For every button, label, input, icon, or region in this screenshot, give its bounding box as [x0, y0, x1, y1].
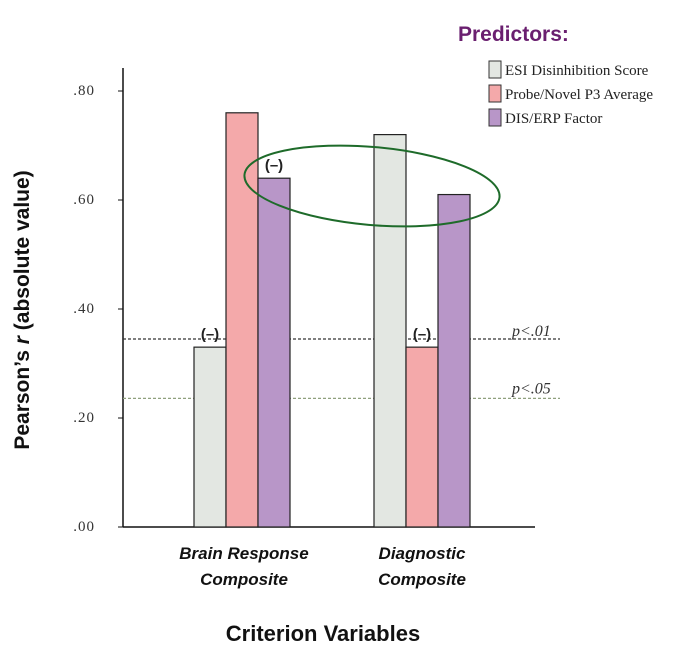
negative-sign-label: (–)	[265, 157, 283, 174]
legend-swatch	[488, 108, 502, 127]
y-tick-label: .60	[73, 192, 95, 208]
bars	[193, 112, 471, 528]
y-tick-label: .40	[73, 301, 95, 317]
negative-sign-label: (–)	[201, 326, 219, 343]
reference-lines: p<.01 p<.05	[123, 323, 560, 399]
y-axis-label: Pearson’s r (absolute value)	[11, 170, 34, 449]
annotations: (–) (–) Brain Response Composite (–) Diagnost…	[179, 144, 501, 589]
x-tick-label: Composite	[200, 570, 288, 589]
bar	[373, 134, 407, 528]
significance-label: p<.01	[511, 323, 551, 340]
legend-entry: ESI Disinhibition Score	[505, 63, 649, 79]
x-tick-label: Brain Response	[179, 544, 308, 563]
legend: Predictors: ESI Disinhibition Score Probe…	[458, 23, 653, 127]
bar	[225, 112, 259, 528]
bar	[257, 177, 291, 528]
significance-label: p<.05	[511, 380, 551, 397]
x-tick-label: Composite	[378, 570, 466, 589]
bar	[193, 346, 227, 528]
negative-sign-label: (–)	[413, 326, 431, 343]
bar	[437, 193, 471, 528]
x-axis-label: Criterion Variables	[226, 621, 420, 646]
legend-title: Predictors:	[458, 23, 569, 46]
legend-entry: Probe/Novel P3 Average	[505, 87, 653, 103]
y-tick-label: .20	[73, 410, 95, 426]
legend-swatch	[488, 84, 502, 103]
y-tick-label: .80	[73, 83, 95, 99]
legend-entry: DIS/ERP Factor	[505, 111, 602, 127]
y-tick-label: .00	[73, 519, 95, 535]
x-tick-label: Diagnostic	[379, 544, 466, 563]
bar	[405, 346, 439, 528]
legend-swatch	[488, 60, 502, 79]
highlight-ellipse	[243, 144, 501, 228]
